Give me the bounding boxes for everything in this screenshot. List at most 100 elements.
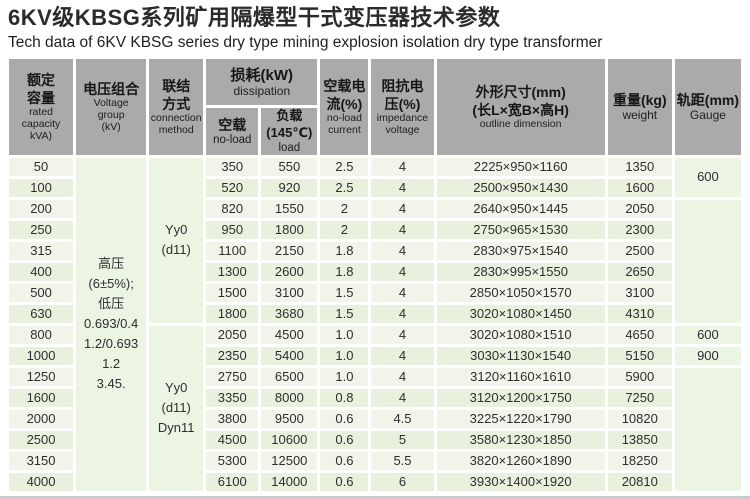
cell-impedance-voltage: 4.5 [371, 409, 434, 428]
cell-outline-dimension: 2830×975×1540 [436, 241, 605, 260]
bottom-divider [0, 495, 750, 499]
header-text: outline dimension [479, 118, 562, 131]
cell-gauge [674, 199, 741, 323]
cell-no-load-current: 1.8 [320, 241, 369, 260]
cell-outline-dimension: 3020×1080×1450 [436, 304, 605, 323]
cell-impedance-voltage: 4 [371, 304, 434, 323]
cell-load-loss: 3680 [261, 304, 318, 323]
header-text: no-load [213, 134, 252, 147]
header-rated-capacity: 额定 容量 rated capacity kVA) [9, 59, 74, 155]
header-outline-dimension: 外形尺寸(mm) (长L×宽B×高H) outline dimension [436, 59, 605, 155]
header-load-loss: 负载(145℃) load [261, 108, 318, 155]
cell-outline-dimension: 2830×995×1550 [436, 262, 605, 281]
cell-weight: 18250 [607, 451, 672, 470]
table-body: 50 高压 (6±5%); 低压 0.693/0.4 1.2/0.693 1.2 3.45. Y… [9, 157, 741, 491]
cell-no-load-loss: 3350 [206, 388, 259, 407]
header-text: (kV) [101, 120, 121, 133]
cell-no-load-current: 1.8 [320, 262, 369, 281]
cell-no-load-loss: 2050 [206, 325, 259, 344]
header-text: connection [150, 112, 202, 125]
cell-no-load-current: 0.6 [320, 430, 369, 449]
cell-weight: 20810 [607, 472, 672, 491]
cell-impedance-voltage: 5.5 [371, 451, 434, 470]
cell-no-load-loss: 350 [206, 157, 259, 176]
cell-no-load-loss: 820 [206, 199, 259, 218]
cell-load-loss: 920 [261, 178, 318, 197]
cell-weight: 2050 [607, 199, 672, 218]
header-text: 容量 [27, 90, 56, 107]
header-text: group [97, 109, 125, 122]
header-weight: 重量(kg) weight [607, 59, 672, 155]
header-text: kVA) [30, 129, 53, 142]
table-row: 50 高压 (6±5%); 低压 0.693/0.4 1.2/0.693 1.2 3.45. Y… [9, 157, 741, 491]
cell-outline-dimension: 2850×1050×1570 [436, 283, 605, 302]
cell-impedance-voltage: 4 [371, 346, 434, 365]
page-title: 6KV级KBSG系列矿用隔爆型干式变压器技术参数 [8, 5, 501, 30]
cell-outline-dimension: 3820×1260×1890 [436, 451, 605, 470]
table-row: 250 950 1800 2 4 2750×965×1530 2300 [9, 220, 741, 239]
cell-capacity: 630 [9, 304, 74, 323]
cell-impedance-voltage: 4 [371, 178, 434, 197]
header-text: 流(%) [326, 96, 363, 113]
header-text: 阻抗电 [381, 77, 424, 94]
cell-impedance-voltage: 4 [371, 388, 434, 407]
cell-no-load-loss: 1100 [206, 241, 259, 260]
cell-weight: 1600 [607, 178, 672, 197]
cell-capacity: 1000 [9, 346, 74, 365]
cell-load-loss: 1550 [261, 199, 318, 218]
cell-load-loss: 4500 [261, 325, 318, 344]
cell-capacity: 50 [9, 157, 74, 176]
header-text: Voltage [93, 97, 129, 110]
cell-outline-dimension: 2225×950×1160 [436, 157, 605, 176]
cell-outline-dimension: 3030×1130×1540 [436, 346, 605, 365]
cell-no-load-current: 0.8 [320, 388, 369, 407]
cell-outline-dimension: 3120×1200×1750 [436, 388, 605, 407]
cell-no-load-loss: 3800 [206, 409, 259, 428]
header-text: 空载电 [323, 77, 366, 94]
cell-capacity: 3150 [9, 451, 74, 470]
cell-impedance-voltage: 4 [371, 199, 434, 218]
cell-connection-method: Yy0 (d11) Dyn11 [149, 325, 204, 491]
cell-no-load-loss: 1800 [206, 304, 259, 323]
cell-impedance-voltage: 4 [371, 283, 434, 302]
header-text: rated [29, 106, 53, 119]
cell-capacity: 250 [9, 220, 74, 239]
header-text: impedance [376, 112, 429, 125]
cell-load-loss: 5400 [261, 346, 318, 365]
cell-weight: 1350 [607, 157, 672, 176]
spec-table: 额定 容量 rated capacity kVA) 电压组合 Voltage g… [6, 56, 744, 494]
cell-connection-method: Yy0 (d11) [149, 157, 204, 323]
cell-capacity: 315 [9, 241, 74, 260]
cell-impedance-voltage: 4 [371, 157, 434, 176]
cell-gauge: 600 [674, 325, 741, 344]
cell-impedance-voltage: 6 [371, 472, 434, 491]
cell-impedance-voltage: 4 [371, 367, 434, 386]
cell-weight: 2500 [607, 241, 672, 260]
table-row: 100 520 920 2.5 4 2500×950×1430 1600 [9, 178, 741, 197]
table-row: 1000 2350 5400 1.0 4 3030×1130×1540 5150 900 [9, 346, 741, 365]
cell-impedance-voltage: 4 [371, 241, 434, 260]
cell-capacity: 2500 [9, 430, 74, 449]
header-connection-method: 联结 方式 connection method [149, 59, 204, 155]
cell-no-load-current: 0.6 [320, 472, 369, 491]
cell-outline-dimension: 2640×950×1445 [436, 199, 605, 218]
header-text: load [278, 141, 301, 154]
cell-gauge [674, 367, 741, 491]
cell-outline-dimension: 3580×1230×1850 [436, 430, 605, 449]
cell-no-load-current: 2 [320, 220, 369, 239]
cell-outline-dimension: 3020×1080×1510 [436, 325, 605, 344]
cell-no-load-loss: 520 [206, 178, 259, 197]
cell-no-load-current: 1.5 [320, 304, 369, 323]
cell-capacity: 200 [9, 199, 74, 218]
cell-no-load-current: 0.6 [320, 409, 369, 428]
header-no-load-loss: 空载 no-load [206, 108, 259, 155]
cell-capacity: 1600 [9, 388, 74, 407]
header-text: 压(%) [384, 96, 421, 113]
table-row: 1600 3350 8000 0.8 4 3120×1200×1750 7250 [9, 388, 741, 407]
table-row: 315 1100 2150 1.8 4 2830×975×1540 2500 [9, 241, 741, 260]
cell-load-loss: 10600 [261, 430, 318, 449]
cell-gauge: 600 [674, 157, 741, 197]
cell-weight: 10820 [607, 409, 672, 428]
header-text: weight [622, 108, 658, 123]
